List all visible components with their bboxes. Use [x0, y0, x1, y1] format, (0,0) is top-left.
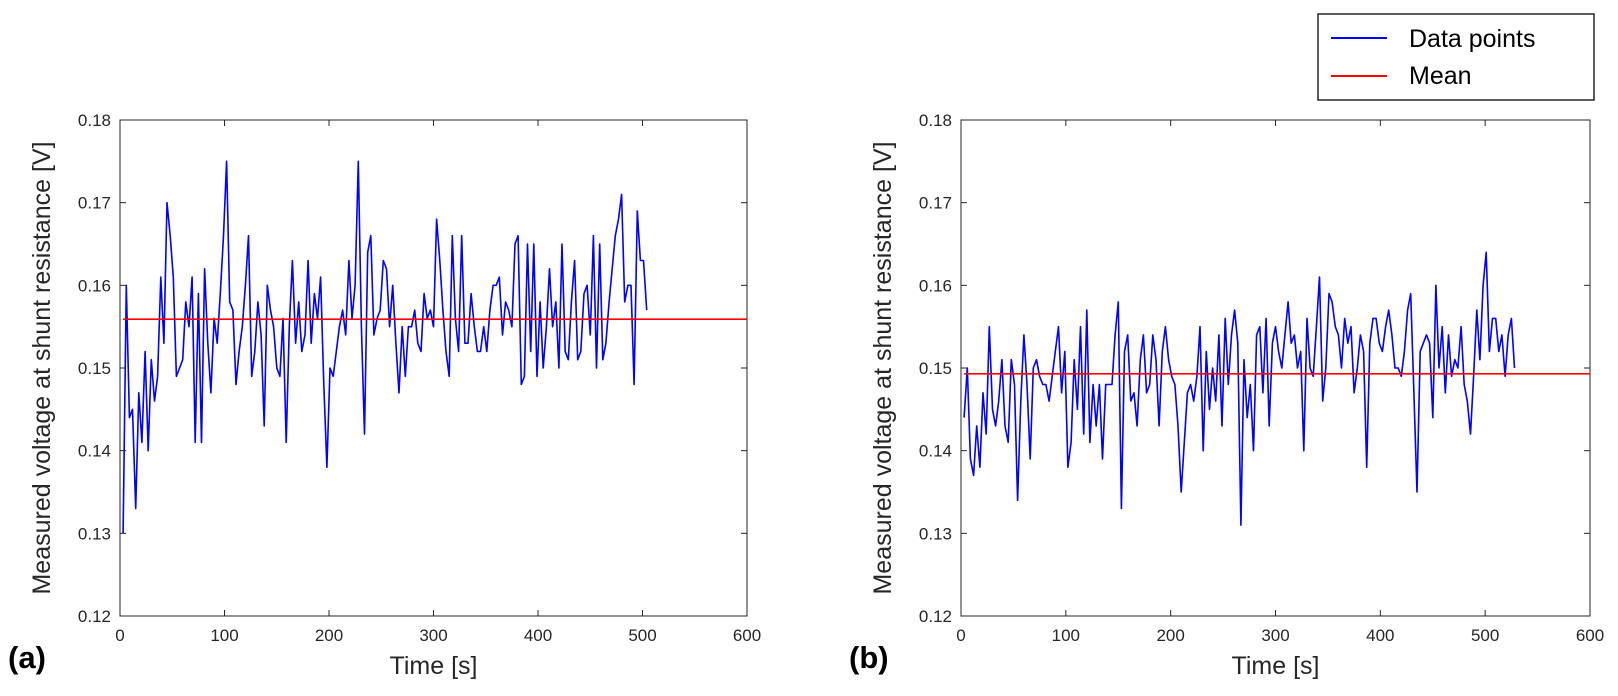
b-x-tick-label: 300 — [1261, 626, 1289, 645]
b-y-tick-label: 0.15 — [919, 359, 952, 378]
b-y-tick-label: 0.12 — [919, 607, 952, 626]
a-x-tick-label: 500 — [628, 626, 656, 645]
b-y-tick-label: 0.17 — [919, 194, 952, 213]
a-x-axis-title: Time [s] — [390, 652, 478, 680]
a-y-axis-title: Measured voltage at shunt resistance [V] — [28, 141, 56, 594]
b-x-tick-label: 400 — [1366, 626, 1394, 645]
b-x-axis-title: Time [s] — [1232, 652, 1320, 680]
a-x-tick-label: 300 — [419, 626, 447, 645]
b-x-tick-label: 100 — [1052, 626, 1080, 645]
b-y-tick-label: 0.14 — [919, 442, 952, 461]
b-x-tick-label: 200 — [1156, 626, 1184, 645]
b-data-line — [963, 251, 1516, 526]
a-x-tick-label: 200 — [315, 626, 343, 645]
legend-data-points-label: Data points — [1409, 25, 1535, 53]
a-y-tick-label: 0.13 — [78, 524, 111, 543]
b-panel-label: (b) — [849, 640, 889, 675]
b-x-tick-label: 500 — [1471, 626, 1499, 645]
a-y-tick-label: 0.17 — [78, 194, 111, 213]
a-y-tick-label: 0.18 — [78, 111, 111, 130]
a-x-tick-label: 100 — [210, 626, 238, 645]
legend-mean-label: Mean — [1409, 62, 1472, 90]
b-x-tick-label: 0 — [956, 626, 965, 645]
a-x-tick-label: 600 — [733, 626, 761, 645]
a-plot-area — [119, 119, 748, 617]
a-y-tick-label: 0.14 — [78, 442, 111, 461]
legend: Data points Mean — [1317, 13, 1595, 101]
a-x-tick-label: 0 — [115, 626, 124, 645]
b-y-tick-label: 0.16 — [919, 276, 952, 295]
b-y-axis-title: Measured voltage at shunt resistance [V] — [869, 141, 897, 594]
b-y-tick-label: 0.18 — [919, 111, 952, 130]
a-panel-label: (a) — [8, 640, 46, 675]
b-x-tick-label: 600 — [1576, 626, 1604, 645]
legend-box — [1317, 13, 1595, 101]
a-y-tick-label: 0.15 — [78, 359, 111, 378]
b-y-tick-label: 0.13 — [919, 524, 952, 543]
a-y-tick-label: 0.16 — [78, 276, 111, 295]
a-data-line — [122, 160, 648, 534]
chart-b: 0 100 200 300 400 500 600 0.12 0.13 0.14 0.15 0.16 0… — [849, 111, 1604, 680]
b-plot-area — [960, 119, 1591, 617]
a-x-tick-label: 400 — [524, 626, 552, 645]
chart-a: 0 100 200 300 400 500 600 0.12 0.13 0.14 0.15 0.16 0… — [8, 111, 761, 680]
a-y-tick-label: 0.12 — [78, 607, 111, 626]
